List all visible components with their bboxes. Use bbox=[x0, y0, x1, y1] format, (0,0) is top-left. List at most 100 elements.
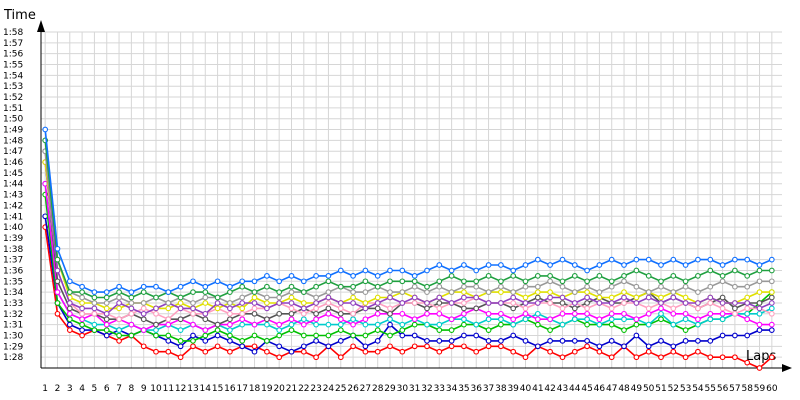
x-tick-label: 55 bbox=[705, 384, 716, 394]
y-tick-label: 1:47 bbox=[3, 147, 23, 157]
x-tick-label: 29 bbox=[384, 384, 396, 394]
x-tick-label: 21 bbox=[286, 384, 297, 394]
data-point bbox=[214, 321, 221, 328]
data-point bbox=[91, 321, 98, 328]
data-point bbox=[350, 310, 356, 317]
data-point bbox=[387, 343, 393, 350]
data-point bbox=[608, 278, 615, 285]
data-point bbox=[424, 343, 430, 350]
data-point bbox=[103, 332, 110, 339]
x-tick-label: 14 bbox=[200, 384, 212, 394]
data-point bbox=[571, 273, 578, 279]
data-point bbox=[719, 332, 726, 339]
data-point bbox=[79, 332, 85, 339]
data-point bbox=[116, 300, 122, 306]
data-point bbox=[387, 294, 393, 301]
x-tick-label: 32 bbox=[421, 384, 432, 394]
data-point bbox=[374, 300, 381, 306]
data-point bbox=[116, 332, 122, 339]
data-point bbox=[670, 310, 677, 317]
data-point bbox=[756, 310, 763, 317]
data-point bbox=[461, 310, 467, 317]
data-point bbox=[695, 338, 701, 344]
y-axis-title: Time bbox=[3, 8, 36, 23]
data-point bbox=[633, 283, 640, 290]
x-tick-label: 18 bbox=[249, 384, 261, 394]
data-point bbox=[559, 278, 566, 285]
data-point bbox=[288, 310, 295, 317]
data-point bbox=[658, 278, 664, 285]
x-tick-label: 10 bbox=[150, 384, 162, 394]
data-point bbox=[621, 278, 627, 285]
data-point bbox=[547, 294, 553, 301]
data-point bbox=[571, 338, 578, 344]
data-point bbox=[461, 283, 467, 290]
data-point bbox=[325, 289, 332, 295]
data-point bbox=[153, 348, 159, 355]
data-point bbox=[633, 321, 640, 328]
data-point bbox=[177, 338, 184, 344]
data-point bbox=[732, 305, 738, 312]
data-point bbox=[658, 300, 664, 306]
data-point bbox=[325, 294, 332, 301]
data-point bbox=[374, 310, 381, 317]
data-point bbox=[153, 305, 159, 312]
data-point bbox=[288, 348, 295, 355]
data-point bbox=[695, 289, 701, 295]
data-point bbox=[522, 338, 529, 344]
x-axis-arrow-icon bbox=[782, 364, 792, 372]
data-point bbox=[153, 321, 159, 328]
data-point bbox=[177, 327, 184, 333]
data-point bbox=[473, 332, 480, 339]
data-point bbox=[547, 273, 553, 279]
data-point bbox=[288, 283, 295, 290]
data-point bbox=[461, 262, 467, 268]
data-point bbox=[66, 305, 73, 312]
x-tick-label: 58 bbox=[741, 384, 753, 394]
data-point bbox=[621, 273, 627, 279]
y-tick-label: 1:52 bbox=[3, 93, 23, 103]
x-tick-label: 30 bbox=[397, 384, 409, 394]
data-point bbox=[153, 327, 159, 333]
data-point bbox=[374, 294, 381, 301]
data-point bbox=[66, 321, 73, 328]
data-point bbox=[768, 354, 775, 361]
data-point bbox=[485, 300, 492, 306]
data-point bbox=[128, 289, 135, 295]
data-point bbox=[313, 332, 319, 339]
data-point bbox=[79, 305, 85, 312]
data-point bbox=[128, 300, 135, 306]
data-point bbox=[534, 321, 541, 328]
data-point bbox=[374, 305, 381, 312]
data-point bbox=[695, 305, 701, 312]
data-point bbox=[424, 267, 430, 274]
x-tick-label: 4 bbox=[79, 384, 85, 394]
data-point bbox=[424, 289, 430, 295]
x-tick-label: 56 bbox=[717, 384, 729, 394]
data-point bbox=[658, 316, 664, 323]
data-point bbox=[140, 305, 147, 312]
data-point bbox=[387, 278, 393, 285]
data-point bbox=[448, 267, 455, 274]
data-point bbox=[645, 273, 652, 279]
data-point bbox=[768, 305, 775, 312]
data-point bbox=[177, 294, 184, 301]
data-point bbox=[559, 305, 566, 312]
data-point bbox=[202, 332, 209, 339]
x-tick-label: 27 bbox=[360, 384, 371, 394]
x-tick-label: 26 bbox=[347, 384, 359, 394]
data-point bbox=[103, 316, 110, 323]
data-point bbox=[498, 316, 504, 323]
data-point bbox=[374, 283, 381, 290]
data-point bbox=[202, 316, 209, 323]
data-point bbox=[584, 305, 590, 312]
x-tick-label: 51 bbox=[655, 384, 666, 394]
data-point bbox=[695, 348, 701, 355]
data-point bbox=[461, 294, 467, 301]
data-point bbox=[387, 321, 393, 328]
data-point bbox=[165, 348, 172, 355]
data-point bbox=[670, 289, 677, 295]
data-point bbox=[103, 321, 110, 328]
data-point bbox=[571, 316, 578, 323]
